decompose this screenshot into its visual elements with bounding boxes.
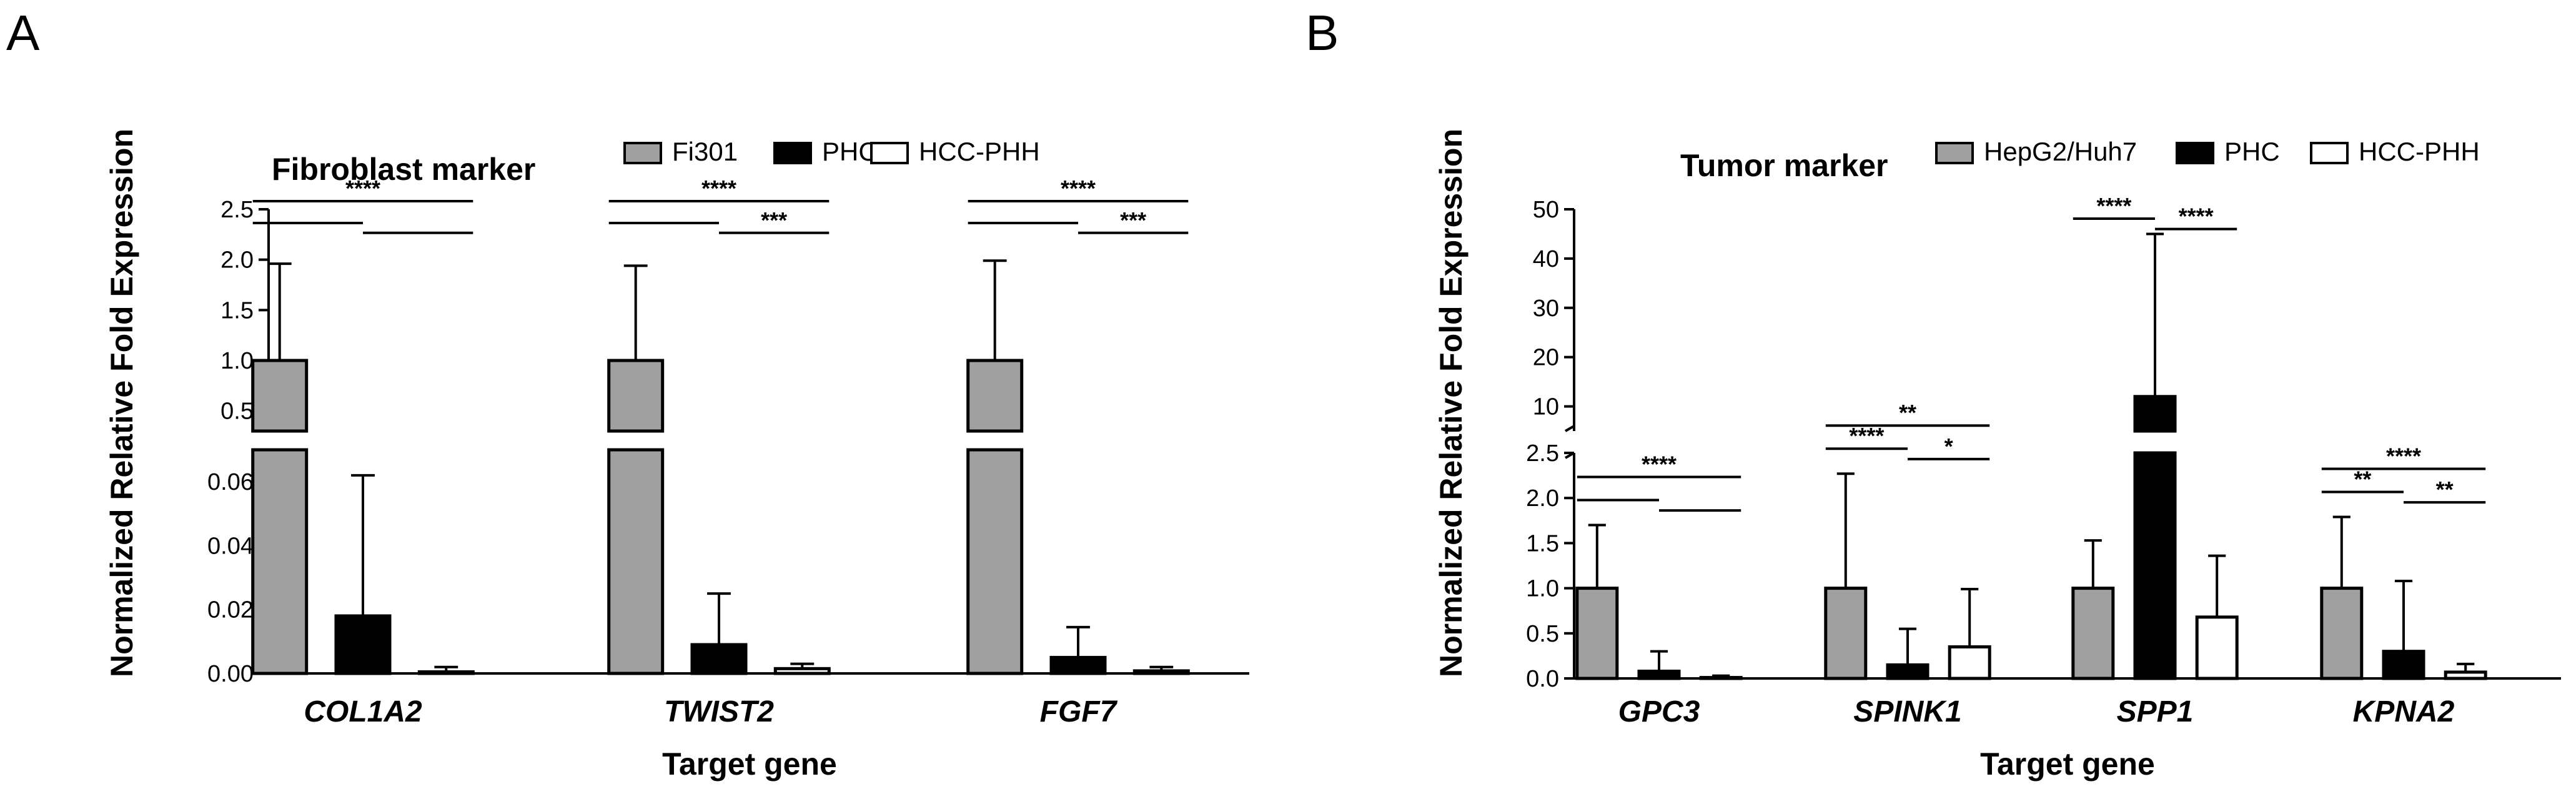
- y-tick-label: 0.02: [207, 597, 254, 623]
- bar: [1049, 655, 1107, 675]
- bar: [251, 448, 309, 675]
- bar: [2320, 587, 2364, 680]
- y-tick-label: 0.00: [207, 661, 254, 687]
- category-label: GPC3: [1618, 695, 1700, 728]
- panel-b-plot: 0.0 0.5 1.0 1.5 2.0 2.5 10 20 30 40 50 GPC3 SPINK1 SP…: [1526, 193, 2561, 728]
- bar: [1132, 669, 1190, 675]
- panel-a-title: Fibroblast marker: [272, 152, 535, 187]
- panel-a-plot: 0.00 0.02 0.04 0.06 0.5 1.0 1.5 2.0 2.5 COL1A2 TWI…: [207, 176, 1249, 728]
- y-tick-label: 0.5: [1526, 621, 1559, 647]
- bar-break-gap: [250, 433, 309, 448]
- legend-swatch: [773, 142, 812, 164]
- bar: [607, 448, 665, 675]
- panel-a-letter: A: [6, 5, 40, 61]
- bar: [2195, 615, 2239, 680]
- significance-label: *: [1944, 434, 1953, 459]
- category-label: FGF7: [1040, 695, 1118, 728]
- significance-label: ****: [345, 176, 380, 201]
- significance-label: ****: [2386, 444, 2421, 469]
- panel-a-legend: Fi301 PHC HCC-PHH: [623, 137, 1040, 166]
- panel-a-xlabel: Target gene: [662, 747, 837, 782]
- significance-label: ****: [1642, 452, 1677, 477]
- bar-break-gap: [607, 433, 665, 448]
- significance-label: **: [2354, 467, 2371, 492]
- category-label: KPNA2: [2353, 695, 2455, 728]
- category-label: SPINK1: [1853, 695, 1961, 728]
- bar-break-gap: [966, 433, 1024, 448]
- significance-label: ****: [2179, 204, 2214, 229]
- significance-label: ***: [1120, 207, 1146, 233]
- bar: [417, 670, 475, 675]
- y-tick-label: 1.5: [1526, 530, 1559, 557]
- legend-label: HepG2/Huh7: [1984, 137, 2137, 166]
- category-label: TWIST2: [664, 695, 774, 728]
- bar: [1824, 587, 1868, 680]
- legend-label: PHC: [2224, 137, 2280, 166]
- significance-label: **: [1899, 400, 1916, 425]
- y-tick-label: 20: [1533, 345, 1559, 371]
- y-tick-label: 40: [1533, 246, 1559, 272]
- panel-b: B Tumor marker Normalized Relative Fold …: [1305, 5, 2561, 782]
- significance-label: ****: [1849, 423, 1884, 449]
- bar: [251, 359, 309, 433]
- y-tick-label: 2.0: [1526, 485, 1559, 512]
- panel-b-letter: B: [1305, 5, 1339, 61]
- bar-break-gap: [2133, 433, 2177, 451]
- bar: [966, 448, 1024, 675]
- bar: [2071, 587, 2115, 680]
- significance-label: ****: [1061, 176, 1096, 201]
- y-tick-label: 2.5: [1526, 440, 1559, 467]
- bar: [966, 359, 1024, 433]
- y-tick-label: 10: [1533, 394, 1559, 420]
- y-tick-label: 0.04: [207, 533, 254, 559]
- y-tick-label: 30: [1533, 295, 1559, 322]
- panel-a-ylabel: Normalized Relative Fold Expression: [104, 129, 139, 677]
- bar: [334, 614, 392, 675]
- bar: [2133, 395, 2177, 433]
- category-label: COL1A2: [304, 695, 422, 728]
- bar: [2382, 650, 2425, 680]
- panel-b-xlabel: Target gene: [1980, 747, 2155, 782]
- legend-swatch: [870, 142, 909, 164]
- legend-swatch: [2310, 142, 2349, 164]
- panel-b-title: Tumor marker: [1680, 148, 1888, 183]
- axis-break-mark: [1565, 425, 1575, 432]
- bar: [1886, 663, 1930, 680]
- bar: [773, 667, 831, 675]
- bar: [2133, 451, 2177, 680]
- significance-label: ****: [701, 176, 736, 201]
- y-tick-label: 2.0: [220, 247, 254, 274]
- category-label: SPP1: [2117, 695, 2194, 728]
- y-tick-label: 1.0: [1526, 576, 1559, 602]
- bar: [1637, 669, 1681, 680]
- bar: [1948, 645, 1991, 680]
- significance-label: ****: [2096, 193, 2131, 219]
- panel-a: A Fibroblast marker Normalized Relative …: [6, 5, 1249, 782]
- panel-b-ylabel: Normalized Relative Fold Expression: [1434, 129, 1469, 677]
- legend-swatch: [1935, 142, 1974, 164]
- y-tick-label: 0.06: [207, 469, 254, 495]
- panel-b-legend: HepG2/Huh7 PHC HCC-PHH: [1935, 137, 2480, 166]
- bar: [2444, 670, 2487, 680]
- bar: [1575, 587, 1619, 680]
- y-tick-label: 1.5: [220, 297, 254, 324]
- significance-label: **: [2436, 477, 2454, 502]
- y-tick-label: 1.0: [220, 348, 254, 374]
- y-tick-label: 2.5: [220, 197, 254, 223]
- bar: [607, 359, 665, 433]
- legend-label: PHC: [822, 137, 878, 166]
- y-tick-label: 0.5: [220, 399, 254, 425]
- legend-label: HCC-PHH: [919, 137, 1040, 166]
- y-tick-label: 50: [1533, 197, 1559, 223]
- significance-label: ***: [761, 207, 787, 233]
- legend-label: Fi301: [672, 137, 738, 166]
- legend-swatch: [623, 142, 662, 164]
- legend-swatch: [2176, 142, 2214, 164]
- y-tick-label: 0.0: [1526, 666, 1559, 692]
- bar: [690, 643, 748, 675]
- legend-label: HCC-PHH: [2359, 137, 2480, 166]
